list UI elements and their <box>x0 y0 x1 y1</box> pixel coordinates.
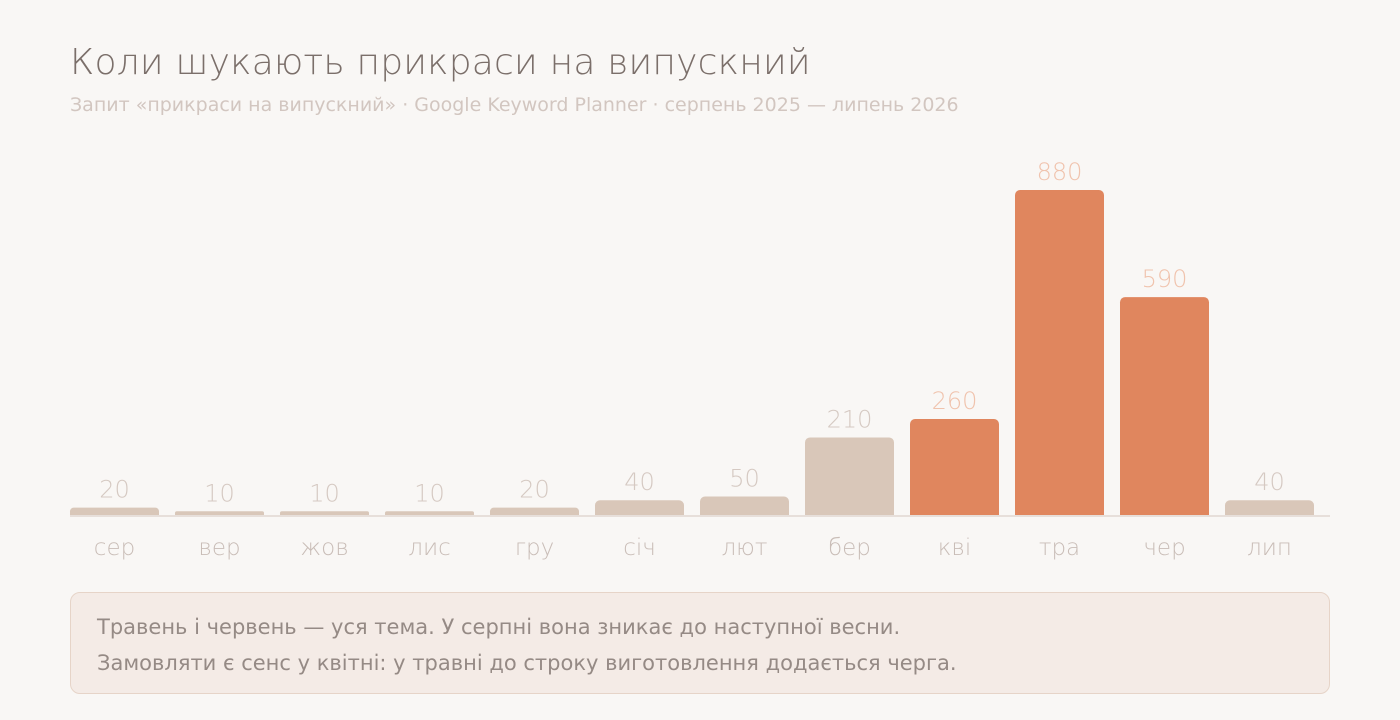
bar-base-mask <box>699 515 790 521</box>
value-label-жов: 10 <box>309 479 340 507</box>
chart-title: Коли шукають прикраси на випускний <box>70 42 811 83</box>
value-label-лис: 10 <box>414 479 445 507</box>
category-label-лют: лют <box>721 535 767 561</box>
bar-base-mask <box>594 515 685 521</box>
bar-chart: 20 сер 10 вер 10 жов 10 лис 20 гру 40 січ 50 лют 210 бе… <box>69 158 1330 561</box>
value-label-бер: 210 <box>827 405 873 433</box>
value-label-гру: 20 <box>519 476 550 504</box>
category-label-січ: січ <box>623 535 656 561</box>
bar-base-mask <box>489 515 580 520</box>
bar-base-mask <box>909 515 1000 521</box>
category-label-жов: жов <box>300 535 348 561</box>
bar-base-mask <box>1224 515 1315 521</box>
chart-subtitle: Запит «прикраси на випускний» · Google K… <box>70 94 959 116</box>
category-label-кві: кві <box>938 535 972 561</box>
category-label-тра: тра <box>1039 535 1080 561</box>
insight-note: Травень і червень — уся тема. У серпні в… <box>70 592 1330 694</box>
value-label-сер: 20 <box>99 476 130 504</box>
bar-base-mask <box>69 515 160 520</box>
value-label-чер: 590 <box>1142 265 1188 293</box>
bar-base-mask <box>1119 515 1210 521</box>
category-label-чер: чер <box>1143 535 1185 561</box>
bar-base-mask <box>1014 515 1105 521</box>
category-label-лис: лис <box>408 535 451 561</box>
value-label-лип: 40 <box>1254 468 1285 496</box>
bar-чер <box>1120 297 1209 520</box>
value-label-лют: 50 <box>729 465 760 493</box>
category-label-сер: сер <box>94 535 135 561</box>
insight-note-line-1: Травень і червень — уся тема. У серпні в… <box>97 615 901 639</box>
bar-бер <box>805 437 894 520</box>
value-label-вер: 10 <box>204 479 235 507</box>
category-label-бер: бер <box>828 535 871 561</box>
bar-кві <box>910 418 999 520</box>
category-label-лип: лип <box>1247 535 1292 561</box>
category-label-вер: вер <box>198 535 240 561</box>
insight-note-line-2: Замовляти є сенс у квітні: у травні до с… <box>97 651 957 675</box>
category-label-гру: гру <box>515 535 555 561</box>
bar-тра <box>1015 190 1104 520</box>
value-label-кві: 260 <box>932 387 978 415</box>
bar-base-mask <box>804 515 895 521</box>
value-label-тра: 880 <box>1037 158 1083 186</box>
bar-лют <box>700 496 789 520</box>
value-label-січ: 40 <box>624 468 655 496</box>
